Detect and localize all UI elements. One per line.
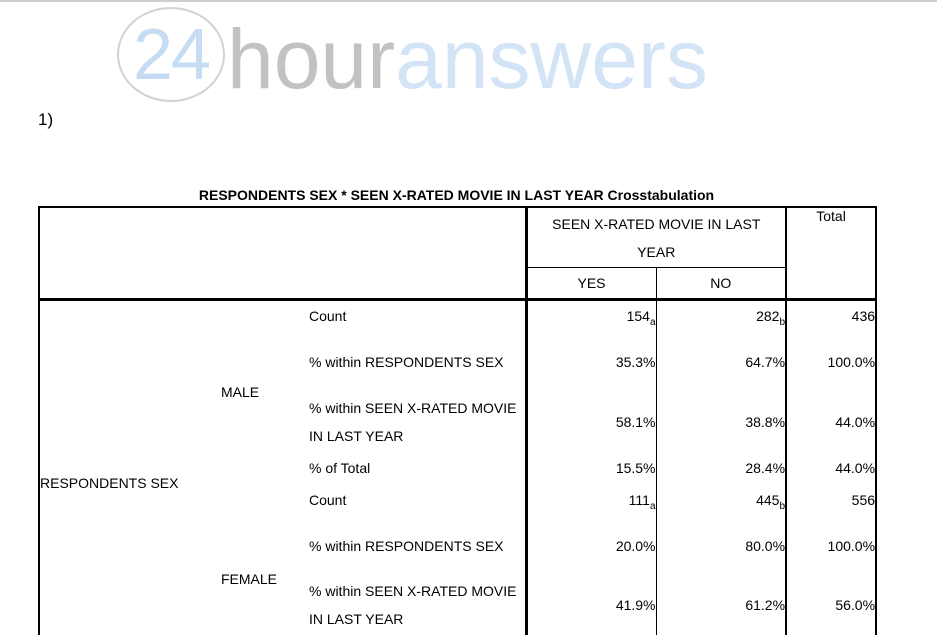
data-cell-total: 56.0% bbox=[785, 575, 877, 635]
stat-label: % of Total bbox=[309, 459, 371, 476]
site-logo[interactable]: 24 houranswers bbox=[0, 0, 760, 105]
data-cell-total: 100.0% bbox=[785, 331, 877, 392]
header-row-cols: YES NO bbox=[39, 267, 876, 301]
data-cell-no: 61.2% bbox=[655, 575, 787, 635]
data-cell-no: 64.7% bbox=[655, 331, 787, 392]
question-number-label: 1) bbox=[38, 110, 54, 129]
stat-label-cell: % within RESPONDENTS SEX bbox=[309, 516, 526, 576]
no-column-header: NO bbox=[655, 267, 787, 301]
footnote-marker: a bbox=[649, 500, 656, 512]
crosstab-body: RESPONDENTS SEX MALE Count 154a 282b 436% wit… bbox=[39, 299, 877, 635]
stat-label-cell: Count bbox=[309, 484, 526, 516]
data-value: 28.4% bbox=[745, 459, 786, 476]
data-value: 41.9% bbox=[615, 597, 656, 613]
stat-label: % within SEEN X-RATED MOVIE IN LAST YEAR bbox=[309, 399, 517, 444]
data-value: 61.2% bbox=[745, 597, 786, 613]
yes-column-header: YES bbox=[524, 267, 657, 301]
data-value: 100.0% bbox=[827, 537, 876, 554]
table-row: % within SEEN X-RATED MOVIE IN LAST YEAR… bbox=[39, 575, 877, 635]
data-value: 282 bbox=[756, 308, 780, 325]
category-label: FEMALE bbox=[221, 571, 278, 587]
data-value: 80.0% bbox=[745, 537, 786, 554]
data-value: 58.1% bbox=[615, 413, 656, 430]
data-cell-yes: 20.0% bbox=[524, 515, 657, 576]
data-cell-no: 28.4% bbox=[655, 451, 787, 484]
category-label: MALE bbox=[221, 384, 260, 401]
footnote-marker: b bbox=[779, 500, 786, 512]
row-dimension-cell: RESPONDENTS SEX bbox=[39, 300, 221, 635]
footnote-marker: b bbox=[779, 317, 786, 329]
category-cell: FEMALE bbox=[221, 484, 309, 635]
data-value: 44.0% bbox=[835, 413, 876, 430]
data-cell-no: 38.8% bbox=[655, 391, 787, 452]
data-value: 20.0% bbox=[615, 537, 656, 554]
stat-label: Count bbox=[309, 491, 347, 508]
stat-label-cell: % within SEEN X-RATED MOVIE IN LAST YEAR bbox=[309, 392, 526, 452]
total-column-header: Total bbox=[785, 207, 877, 301]
crosstab-header: SEEN X-RATED MOVIE IN LAST YEAR Total YE… bbox=[39, 207, 877, 301]
data-cell-total: 44.0% bbox=[785, 451, 877, 484]
footnote-marker: a bbox=[649, 317, 656, 329]
data-cell-yes: 15.5% bbox=[524, 451, 657, 484]
data-value: 436 bbox=[851, 308, 876, 325]
data-value: 56.0% bbox=[835, 597, 876, 613]
data-value: 15.5% bbox=[615, 459, 656, 476]
data-value: 556 bbox=[851, 491, 876, 508]
table-row: % of Total 15.5% 28.4% 44.0% bbox=[39, 451, 877, 484]
crosstab-container: RESPONDENTS SEX * SEEN X-RATED MOVIE IN … bbox=[38, 187, 879, 635]
logo-word-hour: hour bbox=[227, 12, 396, 106]
data-value: 38.8% bbox=[745, 413, 786, 430]
data-value: 100.0% bbox=[827, 353, 876, 370]
data-cell-no: 445b bbox=[655, 483, 787, 516]
data-value: 44.0% bbox=[835, 459, 876, 476]
stat-label-cell: % within SEEN X-RATED MOVIE IN LAST YEAR bbox=[309, 576, 526, 635]
data-cell-no: 282b bbox=[655, 299, 787, 332]
data-cell-total: 556 bbox=[785, 483, 877, 516]
table-row: % within RESPONDENTS SEX 35.3% 64.7% 100.0% bbox=[39, 331, 877, 392]
span-header-line2: YEAR bbox=[637, 243, 676, 260]
span-header-cell: SEEN X-RATED MOVIE IN LAST YEAR bbox=[524, 207, 787, 268]
category-cell: MALE bbox=[221, 300, 309, 484]
data-cell-yes: 41.9% bbox=[524, 575, 657, 635]
logo-circle-icon: 24 bbox=[117, 7, 225, 102]
header-row-span: SEEN X-RATED MOVIE IN LAST YEAR Total bbox=[39, 207, 877, 301]
row-dimension-label: RESPONDENTS SEX bbox=[40, 474, 179, 491]
data-value: 35.3% bbox=[615, 353, 656, 370]
data-cell-total: 100.0% bbox=[785, 515, 877, 576]
data-cell-total: 436 bbox=[785, 299, 877, 332]
data-value: 64.7% bbox=[745, 353, 786, 370]
stat-label-cell: Count bbox=[309, 300, 526, 332]
logo-word-answers: answers bbox=[395, 12, 708, 106]
stat-label-cell: % of Total bbox=[309, 452, 526, 484]
table-row: % within RESPONDENTS SEX 20.0% 80.0% 100.0% bbox=[39, 515, 877, 576]
span-header-line1: SEEN X-RATED MOVIE IN LAST bbox=[552, 215, 761, 232]
data-cell-yes: 58.1% bbox=[524, 391, 657, 452]
data-cell-yes: 154a bbox=[524, 299, 657, 332]
crosstab-table: SEEN X-RATED MOVIE IN LAST YEAR Total YE… bbox=[38, 206, 878, 635]
logo-number: 24 bbox=[132, 14, 211, 95]
stat-label: % within RESPONDENTS SEX bbox=[309, 537, 504, 554]
table-row: FEMALE Count 111a 445b 556 bbox=[39, 483, 877, 587]
crosstab-title: RESPONDENTS SEX * SEEN X-RATED MOVIE IN … bbox=[198, 187, 715, 203]
data-cell-yes: 35.3% bbox=[524, 331, 657, 392]
table-row: RESPONDENTS SEX MALE Count 154a 282b 436 bbox=[39, 299, 877, 491]
stub-corner-cell bbox=[39, 207, 527, 301]
data-cell-total: 44.0% bbox=[785, 391, 877, 452]
data-value: 445 bbox=[756, 491, 780, 508]
stat-label: % within SEEN X-RATED MOVIE IN LAST YEAR bbox=[309, 583, 517, 627]
stat-label: Count bbox=[309, 308, 347, 325]
table-row: % within SEEN X-RATED MOVIE IN LAST YEAR… bbox=[39, 391, 877, 452]
data-value: 111 bbox=[628, 491, 650, 508]
data-cell-yes: 111a bbox=[524, 483, 657, 516]
top-border-strip bbox=[0, 0, 937, 2]
logo-wordmark: houranswers bbox=[227, 17, 708, 101]
data-cell-no: 80.0% bbox=[655, 515, 787, 576]
stat-label-cell: % within RESPONDENTS SEX bbox=[309, 332, 526, 392]
stat-label: % within RESPONDENTS SEX bbox=[309, 353, 504, 370]
data-value: 154 bbox=[626, 308, 650, 325]
